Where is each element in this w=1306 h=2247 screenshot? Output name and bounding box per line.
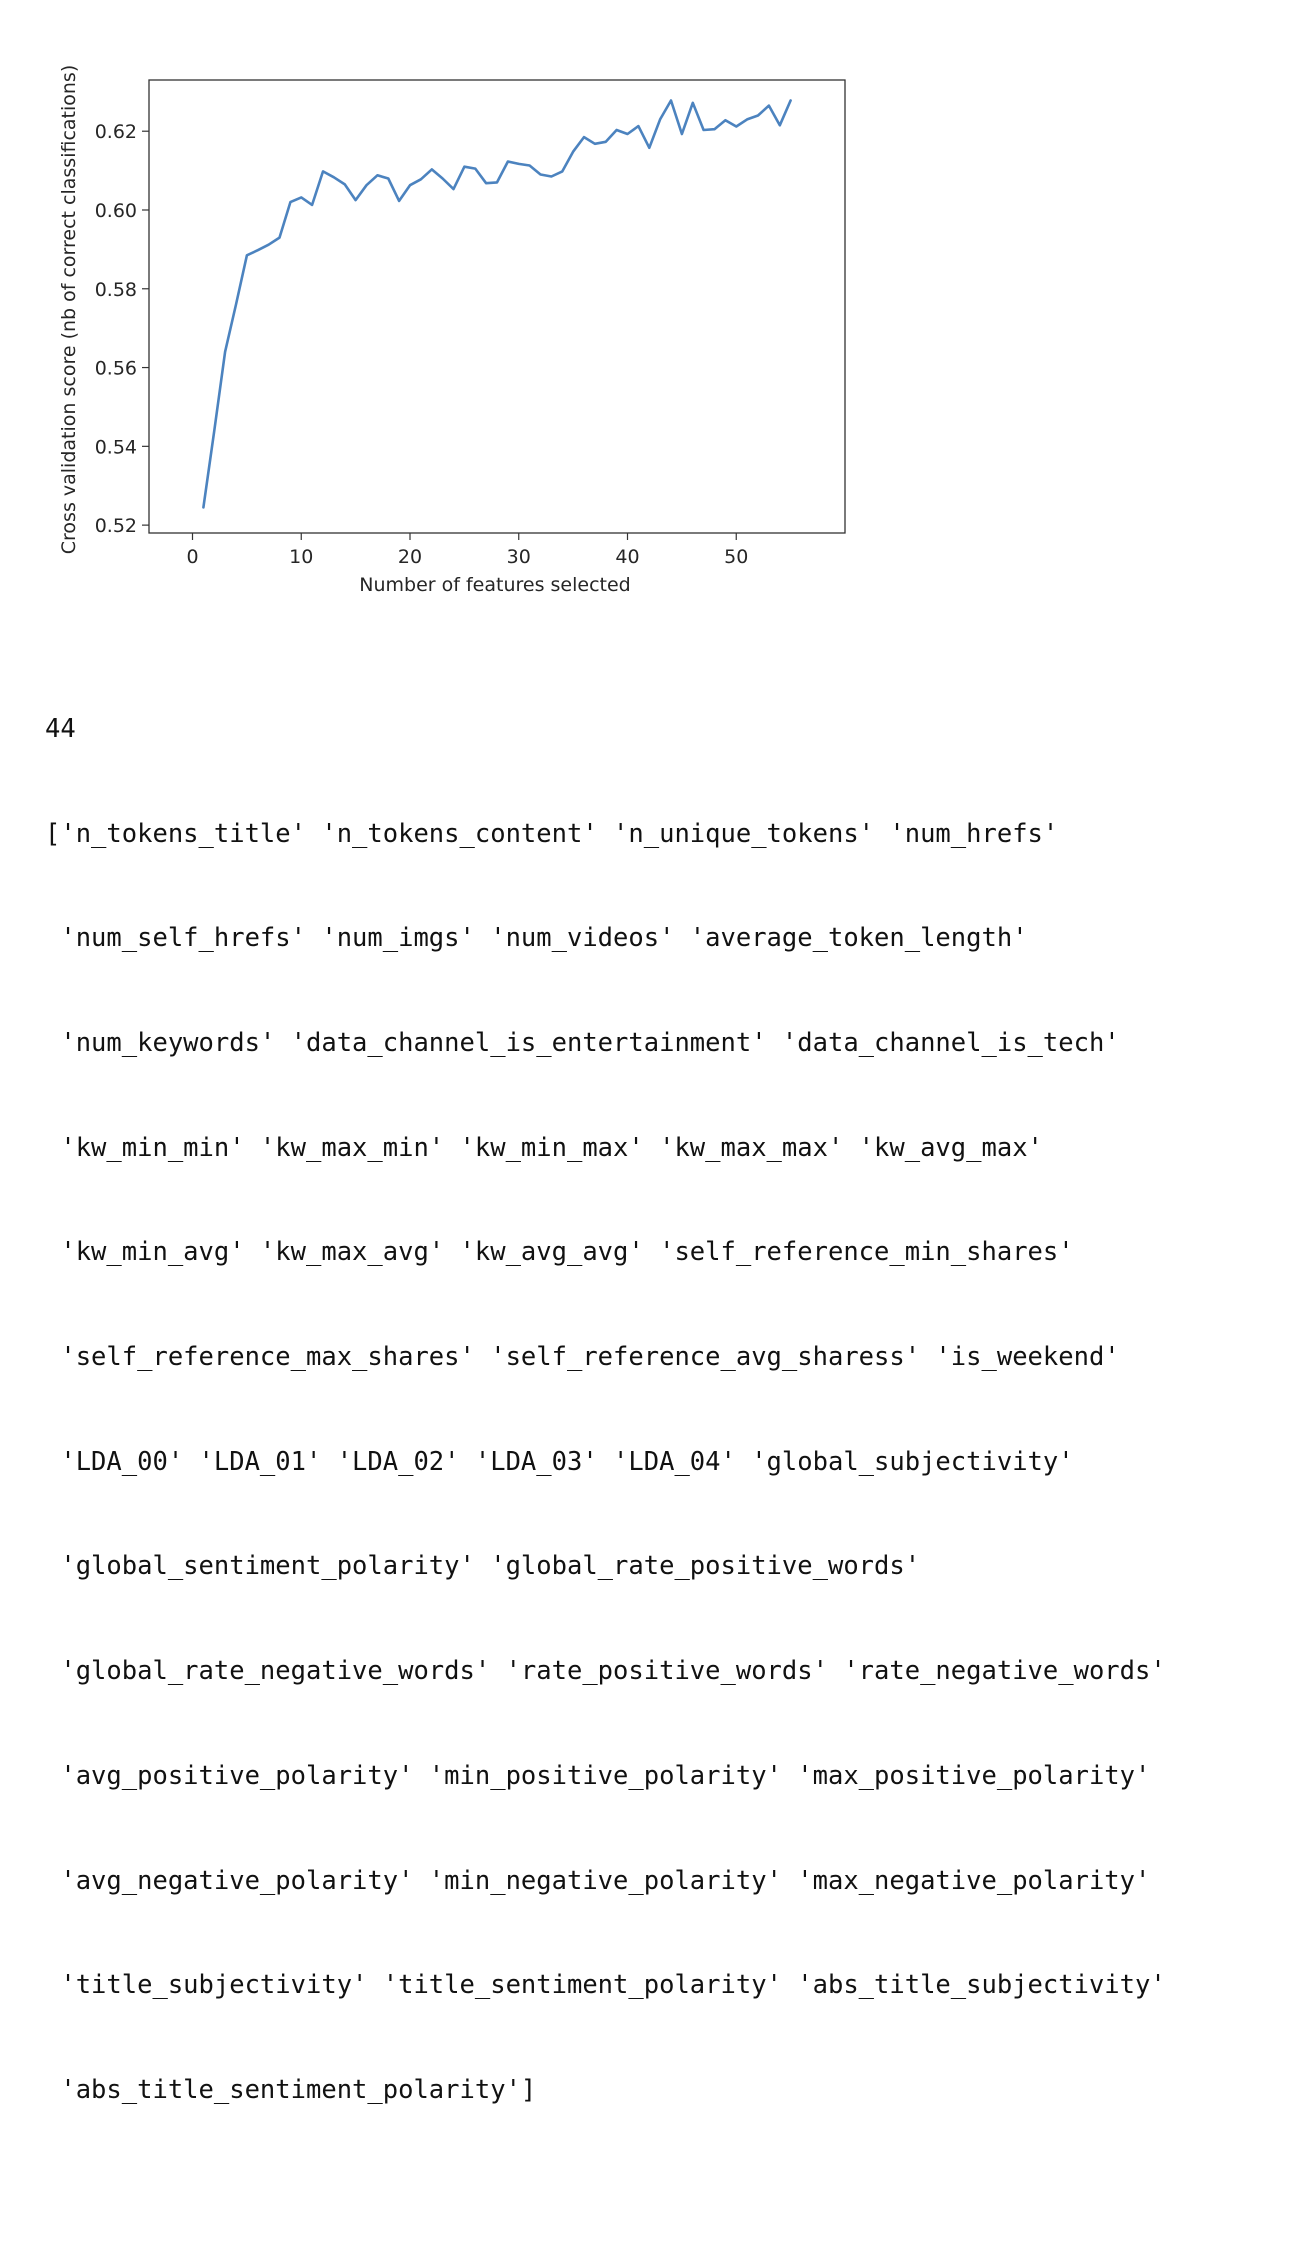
y-tick-label: 0.52	[95, 515, 137, 537]
feature-count: 44	[45, 713, 76, 744]
output-line: 'num_keywords' 'data_channel_is_entertai…	[45, 1027, 1120, 1058]
output-line: 'self_reference_max_shares' 'self_refere…	[45, 1342, 1120, 1373]
y-axis-title: Cross validation score (nb of correct cl…	[58, 65, 80, 554]
x-tick-label: 40	[615, 546, 639, 568]
output-line: 'title_subjectivity' 'title_sentiment_po…	[45, 1970, 1166, 2001]
x-axis-ticks: 0 10 20 30 40 50	[186, 533, 748, 568]
output-line: 'kw_min_min' 'kw_max_min' 'kw_min_max' '…	[45, 1132, 1043, 1163]
x-axis-title: Number of features selected	[359, 574, 630, 596]
x-tick-label: 10	[289, 546, 313, 568]
output-line: 'abs_title_sentiment_polarity']	[45, 2074, 537, 2105]
x-tick-label: 20	[398, 546, 422, 568]
y-tick-label: 0.58	[95, 279, 137, 301]
output-line: 'global_rate_negative_words' 'rate_posit…	[45, 1656, 1166, 1687]
output-line: 'avg_positive_polarity' 'min_positive_po…	[45, 1760, 1151, 1791]
plot-frame	[148, 79, 846, 534]
x-tick-label: 30	[507, 546, 531, 568]
line-chart: 0.52 0.54 0.56 0.58 0.60 0.62 0 10 20 30 40 50 Num…	[58, 65, 846, 596]
y-tick-label: 0.54	[95, 436, 137, 458]
y-axis-ticks: 0.52 0.54 0.56 0.58 0.60 0.62	[95, 121, 149, 537]
x-tick-label: 50	[724, 546, 748, 568]
x-tick-label: 0	[186, 546, 198, 568]
output-line: 'LDA_00' 'LDA_01' 'LDA_02' 'LDA_03' 'LDA…	[45, 1446, 1074, 1477]
y-tick-label: 0.56	[95, 358, 137, 380]
output-line: 'avg_negative_polarity' 'min_negative_po…	[45, 1865, 1151, 1896]
output-line	[45, 2178, 1166, 2213]
output-line: 'num_self_hrefs' 'num_imgs' 'num_videos'…	[45, 923, 1028, 954]
series-line-score	[202, 99, 792, 509]
y-tick-label: 0.62	[95, 121, 137, 143]
cell-output: 44 ['n_tokens_title' 'n_tokens_content' …	[45, 642, 1166, 2247]
y-tick-label: 0.60	[95, 200, 137, 222]
output-line: 'global_sentiment_polarity' 'global_rate…	[45, 1551, 921, 1582]
output-line: ['n_tokens_title' 'n_tokens_content' 'n_…	[45, 818, 1059, 849]
output-line: 'kw_min_avg' 'kw_max_avg' 'kw_avg_avg' '…	[45, 1237, 1074, 1268]
